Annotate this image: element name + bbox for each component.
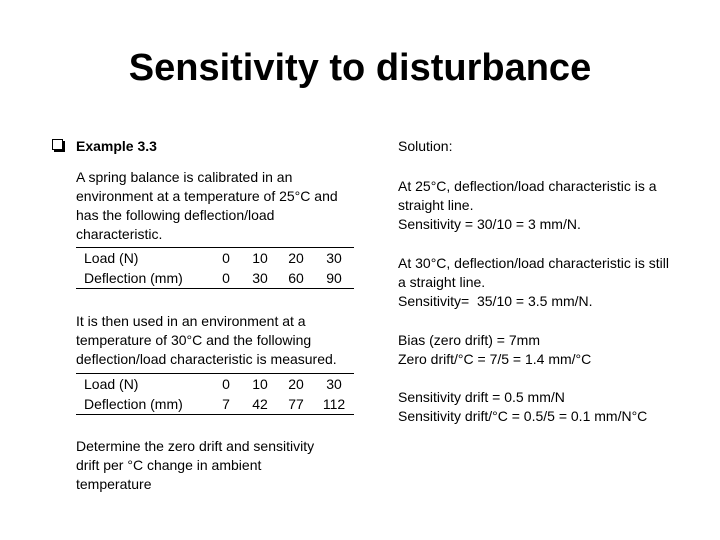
solution-text: a straight line. bbox=[398, 274, 486, 290]
example-text: A spring balance is calibrated in an bbox=[76, 169, 293, 185]
table-cell: 0 bbox=[222, 270, 230, 286]
table-row-label: Deflection (mm) bbox=[84, 396, 183, 412]
table-cell: 0 bbox=[222, 376, 230, 392]
table-cell: 10 bbox=[252, 250, 268, 266]
table-row-label: Load (N) bbox=[84, 376, 139, 392]
bullet-icon bbox=[52, 139, 63, 150]
table-cell: 20 bbox=[288, 376, 304, 392]
table-cell: 20 bbox=[288, 250, 304, 266]
solution-text: Sensitivity = 30/10 = 3 mm/N. bbox=[398, 216, 581, 232]
example-text: temperature of 30°C and the following bbox=[76, 332, 312, 348]
table-cell: 30 bbox=[252, 270, 268, 286]
table-rule bbox=[76, 414, 354, 415]
example-text: Determine the zero drift and sensitivity bbox=[76, 438, 315, 454]
table-cell: 77 bbox=[288, 396, 304, 412]
solution-text: straight line. bbox=[398, 197, 474, 213]
example-text: deflection/load characteristic is measur… bbox=[76, 351, 337, 367]
table-row-label: Deflection (mm) bbox=[84, 270, 183, 286]
table-cell: 10 bbox=[252, 376, 268, 392]
solution-text: At 30°C, deflection/load characteristic … bbox=[398, 255, 669, 271]
table-row-label: Load (N) bbox=[84, 250, 139, 266]
table-cell: 30 bbox=[326, 250, 342, 266]
table-cell: 42 bbox=[252, 396, 268, 412]
solution-text: Sensitivity= 35/10 = 3.5 mm/N. bbox=[398, 293, 593, 309]
table-cell: 112 bbox=[322, 396, 346, 412]
solution-text: Bias (zero drift) = 7mm bbox=[398, 332, 540, 348]
table-cell: 30 bbox=[326, 376, 342, 392]
table-rule bbox=[76, 288, 354, 289]
solution-text: At 25°C, deflection/load characteristic … bbox=[398, 178, 657, 194]
example-text: drift per °C change in ambient bbox=[76, 457, 262, 473]
example-text: It is then used in an environment at a bbox=[76, 313, 306, 329]
solution-text: Sensitivity drift = 0.5 mm/N bbox=[398, 389, 565, 405]
example-text: temperature bbox=[76, 476, 152, 492]
slide-title: Sensitivity to disturbance bbox=[128, 47, 592, 89]
table-rule bbox=[76, 373, 354, 374]
example-text: environment at a temperature of 25°C and bbox=[76, 188, 338, 204]
solution-text: Sensitivity drift/°C = 0.5/5 = 0.1 mm/N°… bbox=[398, 408, 648, 424]
table-cell: 7 bbox=[222, 396, 230, 412]
example-heading: Example 3.3 bbox=[76, 138, 157, 154]
solution-heading: Solution: bbox=[398, 138, 453, 154]
example-text: has the following deflection/load bbox=[76, 207, 275, 223]
solution-text: Zero drift/°C = 7/5 = 1.4 mm/°C bbox=[398, 351, 592, 367]
example-text: characteristic. bbox=[76, 226, 163, 242]
table-rule bbox=[76, 247, 354, 248]
table-cell: 0 bbox=[222, 250, 230, 266]
table-cell: 90 bbox=[326, 270, 342, 286]
table-cell: 60 bbox=[288, 270, 304, 286]
